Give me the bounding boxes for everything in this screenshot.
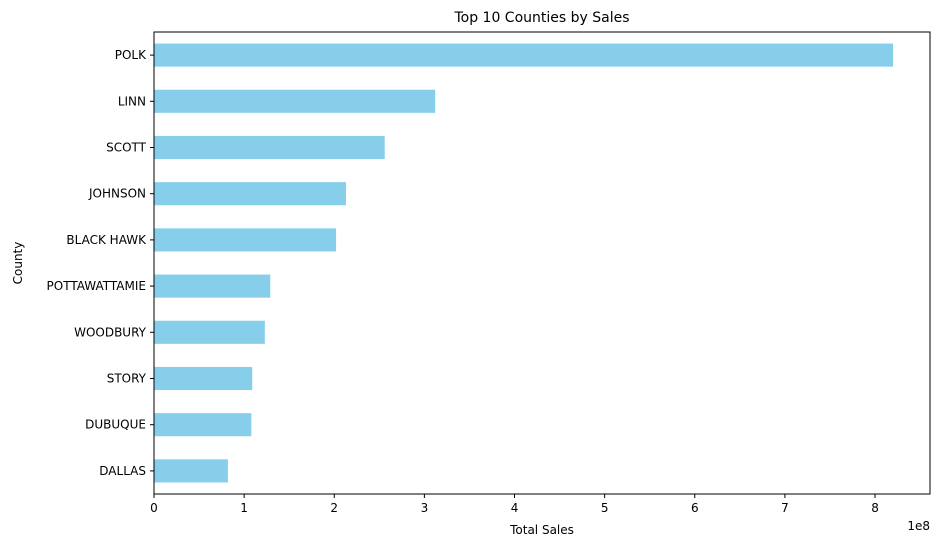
bar-scott [154, 135, 385, 160]
x-tick-label: 1 [240, 501, 248, 515]
y-tick-label: SCOTT [106, 141, 147, 155]
chart-title: Top 10 Counties by Sales [453, 10, 629, 26]
y-tick-label: JOHNSON [88, 187, 146, 201]
y-tick-label: WOODBURY [74, 325, 147, 339]
y-tick-label: DUBUQUE [85, 418, 146, 432]
x-tick-label: 0 [150, 501, 158, 515]
y-tick-label: LINN [118, 94, 146, 108]
bar-dallas [154, 459, 228, 483]
x-axis: 0 1 2 3 4 5 6 7 8 [150, 494, 879, 515]
x-axis-offset-label: 1e8 [907, 519, 930, 533]
bar-johnson [154, 182, 346, 206]
bar-story [154, 366, 253, 391]
y-tick-label: DALLAS [99, 464, 146, 478]
x-tick-label: 8 [871, 501, 879, 515]
y-axis: POLK LINN SCOTT JOHNSON BLACK HAWK POTTAWATTA… [47, 48, 154, 478]
x-tick-label: 6 [691, 501, 699, 515]
x-tick-label: 3 [421, 501, 429, 515]
y-tick-label: POLK [115, 48, 147, 62]
x-axis-label: Total Sales [509, 523, 574, 537]
bar-pottawattamie [154, 274, 271, 298]
bar-linn [154, 89, 436, 113]
bar-woodbury [154, 320, 265, 344]
bar-black-hawk [154, 228, 337, 252]
y-tick-label: BLACK HAWK [66, 233, 147, 247]
bars-group [154, 43, 894, 483]
y-tick-label: POTTAWATTAMIE [47, 279, 146, 293]
x-tick-label: 5 [601, 501, 609, 515]
x-tick-label: 2 [330, 501, 338, 515]
y-tick-label: STORY [107, 372, 147, 386]
bar-polk [154, 43, 894, 67]
x-tick-label: 7 [781, 501, 789, 515]
x-tick-label: 4 [511, 501, 519, 515]
y-axis-label: County [11, 242, 25, 285]
plot-frame [153, 31, 931, 495]
bar-dubuque [154, 413, 252, 437]
